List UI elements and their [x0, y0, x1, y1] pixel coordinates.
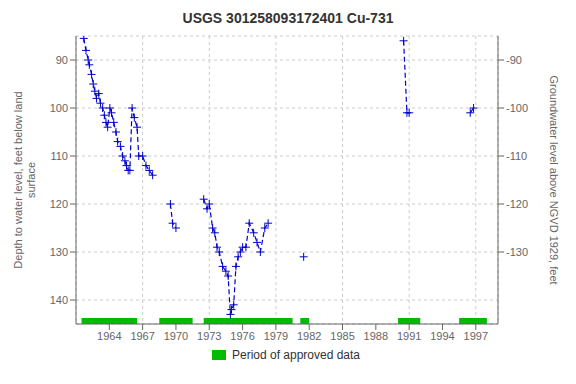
html-text:Period of approved data: Period of approved data — [232, 348, 360, 362]
svg-text:1967: 1967 — [130, 330, 154, 342]
svg-text:1991: 1991 — [397, 330, 421, 342]
svg-text:140: 140 — [50, 294, 68, 306]
svg-text:-130: -130 — [506, 246, 528, 258]
svg-text:100: 100 — [50, 102, 68, 114]
svg-text:1988: 1988 — [364, 330, 388, 342]
svg-text:1979: 1979 — [264, 330, 288, 342]
svg-text:-90: -90 — [506, 54, 522, 66]
svg-text:Groundwater level above NGVD 1: Groundwater level above NGVD 1929, feet — [548, 75, 560, 284]
svg-text:110: 110 — [50, 150, 68, 162]
svg-text:1964: 1964 — [97, 330, 121, 342]
svg-text:130: 130 — [50, 246, 68, 258]
svg-text:-100: -100 — [506, 102, 528, 114]
svg-text:-110: -110 — [506, 150, 527, 162]
svg-text:Depth to water level, feet bel: Depth to water level, feet below landsur… — [12, 91, 37, 268]
svg-text:1985: 1985 — [330, 330, 354, 342]
html-text:USGS 301258093172401 Cu-731: USGS 301258093172401 Cu-731 — [182, 10, 394, 26]
svg-text:1973: 1973 — [197, 330, 221, 342]
svg-text:-120: -120 — [506, 198, 528, 210]
svg-text:90: 90 — [56, 54, 68, 66]
svg-text:1970: 1970 — [164, 330, 188, 342]
svg-text:120: 120 — [50, 198, 68, 210]
svg-text:1982: 1982 — [297, 330, 321, 342]
svg-text:1976: 1976 — [230, 330, 254, 342]
svg-text:1997: 1997 — [464, 330, 488, 342]
svg-text:1994: 1994 — [430, 330, 454, 342]
